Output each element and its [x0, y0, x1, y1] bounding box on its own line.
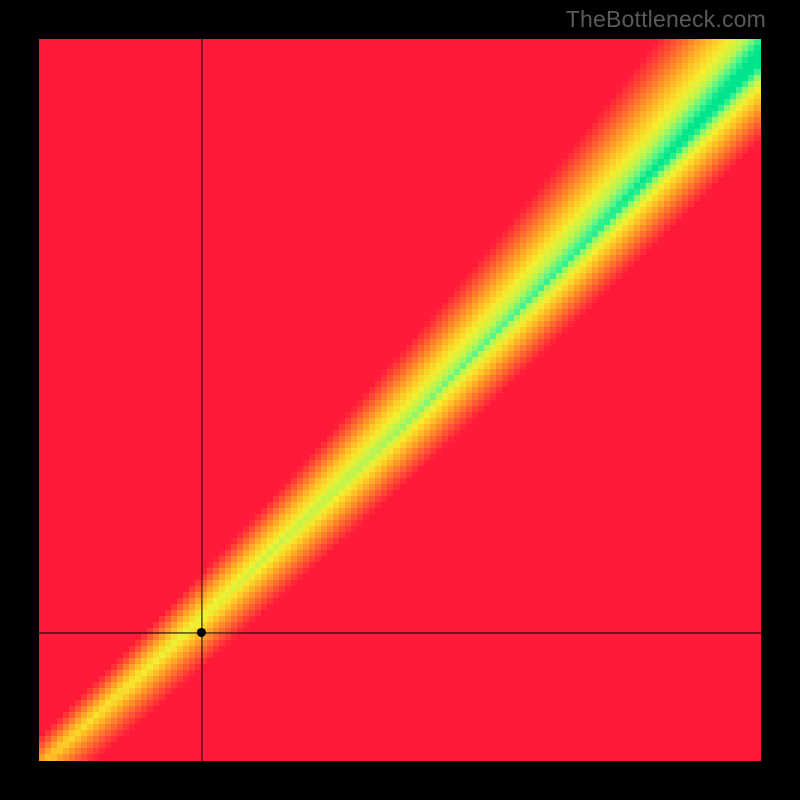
heatmap-plot [39, 39, 761, 761]
watermark-text: TheBottleneck.com [566, 6, 766, 33]
heatmap-canvas [39, 39, 761, 761]
chart-frame: TheBottleneck.com [0, 0, 800, 800]
